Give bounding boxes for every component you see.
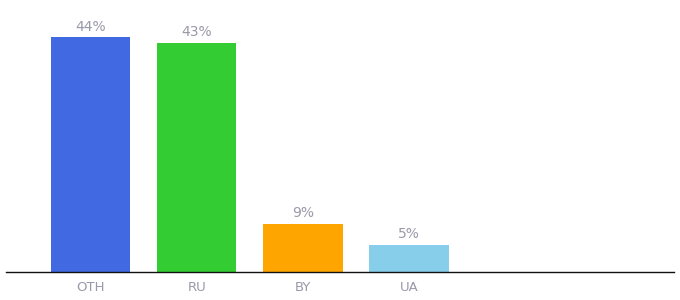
Text: 5%: 5% [398, 227, 420, 242]
Bar [51, 38, 131, 272]
Bar [369, 245, 449, 272]
Text: 9%: 9% [292, 206, 314, 220]
Bar [263, 224, 343, 272]
Text: 44%: 44% [75, 20, 106, 34]
Bar [157, 43, 237, 272]
Text: 43%: 43% [182, 25, 212, 39]
